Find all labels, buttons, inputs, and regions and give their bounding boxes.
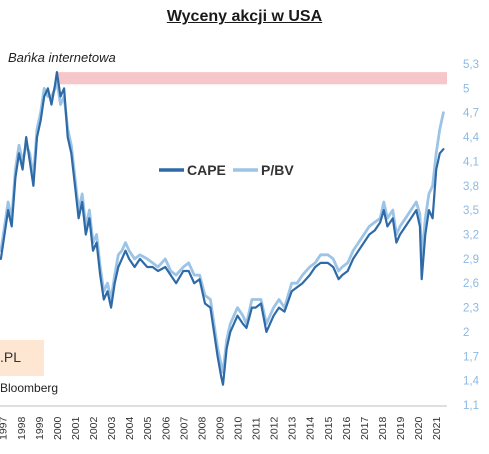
logo-text: .PL <box>0 349 22 365</box>
x-tick-label: 2005 <box>142 416 154 440</box>
x-tick-label: 2015 <box>323 416 335 440</box>
bubble-band <box>55 72 447 85</box>
x-tick-label: 1997 <box>0 416 10 440</box>
x-tick-label: 1998 <box>16 416 28 440</box>
y-tick-label: 1,4 <box>463 376 480 388</box>
x-tick-label: 2008 <box>196 416 208 440</box>
x-tick-label: 2001 <box>70 416 82 440</box>
y-tick-label: 4,4 <box>463 132 480 144</box>
legend-label-pbv: P/BV <box>261 162 294 178</box>
y-tick-label: 2,6 <box>463 278 479 290</box>
x-tick-label: 2010 <box>233 416 245 440</box>
x-tick-label: 2009 <box>214 416 226 440</box>
chart-title: Wyceny akcji w USA <box>166 8 323 25</box>
y-tick-label: 5 <box>463 83 469 95</box>
x-tick-label: 2014 <box>305 416 317 440</box>
y-tick-label: 5,3 <box>463 59 479 71</box>
x-tick-label: 2017 <box>359 416 371 440</box>
y-tick-label: 4,7 <box>463 108 479 120</box>
x-tick-label: 2007 <box>178 416 190 440</box>
logo: .PL <box>0 340 44 376</box>
x-tick-label: 2003 <box>106 416 118 440</box>
x-tick-label: 1999 <box>34 416 46 440</box>
x-tick-label: 2012 <box>269 416 281 440</box>
y-tick-label: 2,9 <box>463 254 479 266</box>
x-tick-label: 2021 <box>431 416 443 440</box>
x-tick-label: 2018 <box>377 416 389 440</box>
x-tick-label: 2019 <box>395 416 407 440</box>
x-tick-label: 2000 <box>52 416 64 440</box>
source-label: Bloomberg <box>0 381 59 395</box>
x-tick-label: 2016 <box>341 416 353 440</box>
x-tick-label: 2002 <box>88 416 100 440</box>
y-tick-label: 2,3 <box>463 303 479 315</box>
legend-label-cape: CAPE <box>187 162 226 178</box>
band-label: Bańka internetowa <box>8 50 116 65</box>
y-tick-label: 3,5 <box>463 205 479 217</box>
y-tick-label: 4,1 <box>463 156 479 168</box>
x-tick-label: 2011 <box>251 417 263 440</box>
y-tick-label: 3,8 <box>463 181 479 193</box>
y-tick-label: 3,2 <box>463 230 479 242</box>
y-tick-label: 2 <box>463 327 469 339</box>
series-line-pbv <box>0 78 445 374</box>
x-tick-label: 2020 <box>413 416 425 440</box>
x-tick-label: 2013 <box>287 416 299 440</box>
series-line-cape <box>0 71 445 386</box>
y-tick-label: 1,1 <box>463 400 479 412</box>
x-tick-label: 2006 <box>160 416 172 440</box>
y-tick-label: 1,7 <box>463 351 479 363</box>
x-tick-label: 2004 <box>124 416 136 440</box>
